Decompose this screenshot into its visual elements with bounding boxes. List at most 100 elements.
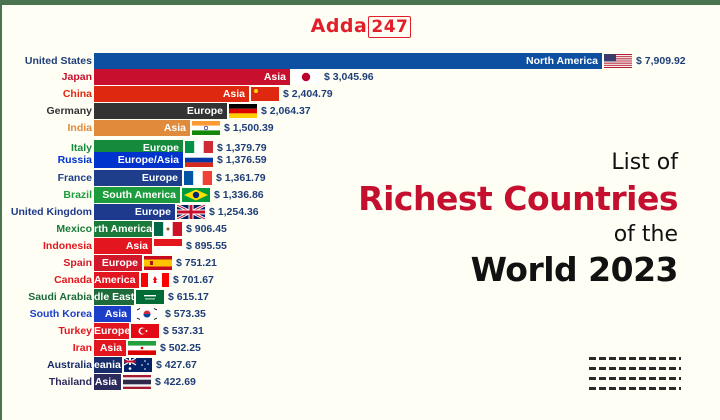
bar: Asia [94,306,131,322]
flag-br-icon [182,188,210,202]
flag-es-icon [144,256,172,270]
value-label: $ 427.67 [156,359,197,371]
dash-line [589,367,681,370]
chart-row: United Kingdom Europe $ 1,254.36 [2,203,720,221]
bar: Asia [94,340,126,356]
country-label: Turkey [58,325,92,337]
value-label: $ 615.17 [168,291,209,303]
bar: Asia [94,86,249,102]
flag-tr-icon [131,324,159,338]
value-label: $ 1,361.79 [216,172,266,184]
title-line-2: Richest Countries [358,179,678,218]
region-label: Europe [186,105,223,117]
chart-row: France Europe $ 1,361.79 [2,170,720,186]
dash-line [589,357,681,360]
country-label: Spain [63,257,92,269]
headline: List of Richest Countries of the World 2… [358,148,678,290]
dash-line [589,387,681,390]
flag-au-icon [123,357,152,372]
bar: Europe [94,255,142,271]
region-label: eania [94,359,121,371]
country-label: China [62,88,92,100]
bar: South America [94,187,180,203]
country-label: Indonesia [42,240,92,252]
value-label: $ 7,909.92 [636,55,686,67]
chart-row: Iran Asia $ 502.25 [2,340,720,356]
region-label: Asia [104,308,127,320]
region-label: dle East [94,291,134,303]
value-label: $ 1,376.59 [217,154,267,166]
flag-ca-icon [141,273,169,287]
flag-id-icon [154,239,182,253]
flag-ir-icon [128,341,156,355]
bar: eania [94,357,122,373]
country-label: Germany [46,105,92,117]
value-label: $ 1,254.36 [209,206,259,218]
bar: North America [94,53,602,69]
flag-us-icon [604,54,632,68]
bar: Europe [94,323,129,339]
flag-gb-icon [176,203,206,221]
flag-jp-icon [292,70,320,84]
country-label: Brazil [63,189,92,201]
region-label: Europe [94,325,129,337]
decorative-dashes [589,357,681,397]
region-label: Europe [142,142,179,154]
title-line-3: of the [613,222,678,247]
value-label: $ 1,336.86 [214,189,264,201]
value-label: $ 1,379.79 [217,142,267,154]
chart-row: Mexico rth America $ 906.45 [2,221,720,237]
value-label: $ 2,064.37 [261,105,311,117]
flag-in-icon [192,121,220,135]
flag-kr-icon [133,307,161,321]
chart-row: South Korea Asia $ 573.35 [2,306,720,322]
chart-row: Brazil South America $ 1,336.86 [2,187,720,203]
region-label: Asia [263,71,286,83]
chart-row: Turkey Europe $ 537.31 [2,323,720,339]
country-label: Japan [61,71,92,83]
country-label: France [57,172,92,184]
region-label: Europe [141,172,178,184]
country-label: Mexico [56,223,92,235]
flag-fr-icon [184,171,212,185]
value-label: $ 537.31 [163,325,204,337]
country-label: United States [24,55,92,67]
chart-row: Russia Europe/Asia $ 1,376.59 [2,152,720,168]
region-label: Europe [134,206,171,218]
country-label: Italy [70,142,92,154]
chart-row: Germany Europe $ 2,064.37 [2,103,720,119]
region-label: Asia [94,376,117,388]
chart-row: Canada America $ 701.67 [2,272,720,288]
chart-row: Indonesia Asia $ 895.55 [2,238,720,254]
region-label: Asia [99,342,122,354]
country-label: Saudi Arabia [28,291,92,303]
country-label: Iran [72,342,92,354]
country-label: Canada [54,274,92,286]
region-label: rth America [94,223,152,235]
chart-row: Saudi Arabia dle East $ 615.17 [2,289,720,305]
logo-box: 247 [368,16,412,38]
bar: Asia [94,120,190,136]
value-label: $ 573.35 [165,308,206,320]
region-label: Asia [125,240,148,252]
chart-row: Japan Asia $ 3,045.96 [2,69,720,85]
logo-text: Adda [310,15,368,37]
value-label: $ 895.55 [186,240,227,252]
region-label: North America [526,55,598,67]
bar: Asia [94,69,290,85]
chart-row: Thailand Asia $ 422.69 [2,374,720,390]
chart-row: China Asia $ 2,404.79 [2,86,720,102]
bar: rth America [94,221,152,237]
chart-row: United States North America $ 7,909.92 [2,53,720,69]
bar: Asia [94,374,121,390]
bar: America [94,272,139,288]
value-label: $ 3,045.96 [324,71,374,83]
value-label: $ 906.45 [186,223,227,235]
value-label: $ 751.21 [176,257,217,269]
flag-ru-icon [185,153,213,167]
chart-row: Australia eania $ 427.67 [2,357,720,373]
value-label: $ 422.69 [155,376,196,388]
region-label: America [94,274,136,286]
country-label: India [67,122,92,134]
country-label: United Kingdom [10,206,92,218]
